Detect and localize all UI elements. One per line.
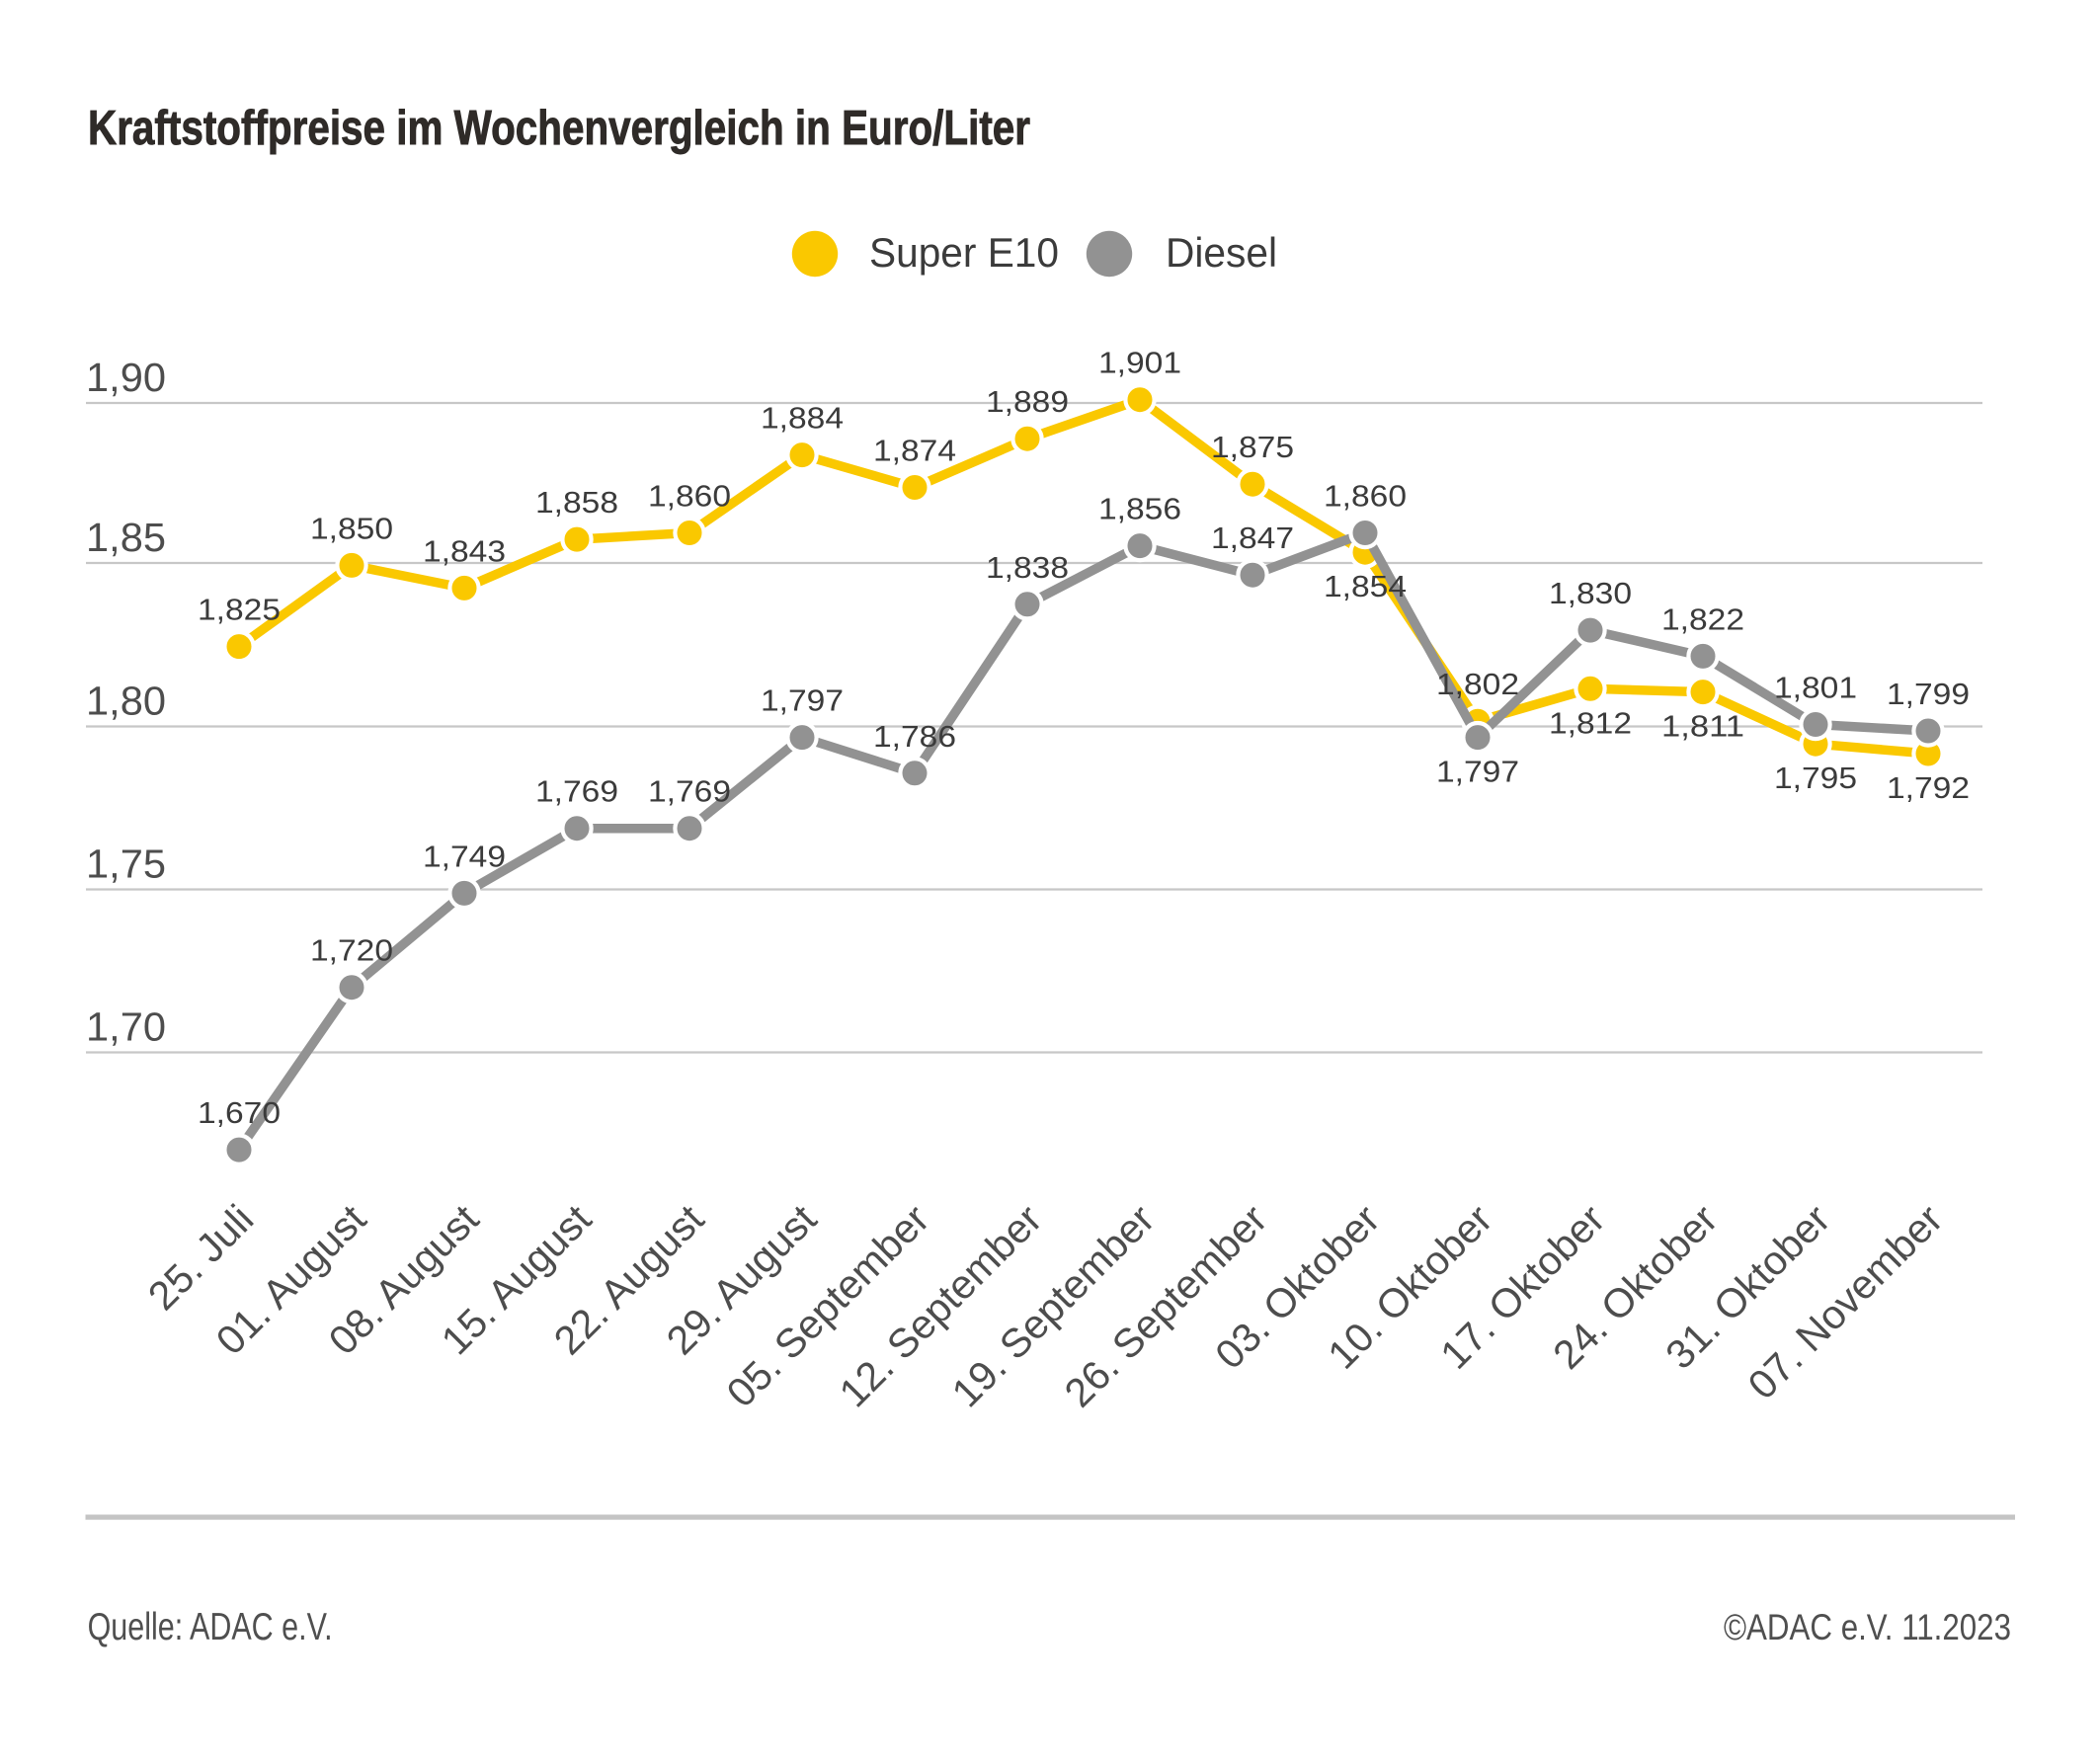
svg-text:1,70: 1,70 [86, 1004, 166, 1050]
svg-text:1,830: 1,830 [1549, 576, 1632, 610]
svg-text:1,802: 1,802 [1436, 667, 1519, 701]
svg-text:1,850: 1,850 [310, 511, 393, 545]
svg-text:1,670: 1,670 [198, 1095, 281, 1130]
svg-text:1,854: 1,854 [1324, 569, 1407, 603]
svg-text:1,838: 1,838 [986, 550, 1069, 585]
svg-text:Super E10: Super E10 [869, 229, 1059, 276]
svg-text:1,856: 1,856 [1098, 492, 1181, 526]
svg-text:1,884: 1,884 [761, 401, 844, 436]
svg-text:Diesel: Diesel [1166, 229, 1277, 276]
svg-text:1,812: 1,812 [1549, 705, 1632, 740]
svg-text:1,795: 1,795 [1774, 761, 1857, 795]
svg-text:1,858: 1,858 [535, 485, 618, 520]
svg-text:1,847: 1,847 [1211, 521, 1294, 555]
svg-text:1,860: 1,860 [1324, 479, 1407, 514]
svg-text:1,769: 1,769 [535, 774, 618, 809]
svg-text:1,90: 1,90 [86, 355, 166, 400]
svg-text:Kraftstoffpreise im Wochenverg: Kraftstoffpreise im Wochenvergleich in E… [88, 102, 1030, 155]
svg-text:Quelle: ADAC e.V.: Quelle: ADAC e.V. [88, 1606, 333, 1648]
svg-text:1,786: 1,786 [873, 719, 956, 754]
svg-text:1,874: 1,874 [873, 434, 956, 468]
svg-text:1,875: 1,875 [1211, 430, 1294, 464]
svg-text:1,792: 1,792 [1887, 770, 1970, 805]
svg-text:1,860: 1,860 [648, 479, 731, 514]
svg-text:1,80: 1,80 [86, 679, 166, 724]
svg-text:1,811: 1,811 [1661, 709, 1744, 744]
svg-text:1,889: 1,889 [986, 384, 1069, 419]
svg-text:1,85: 1,85 [86, 515, 166, 560]
svg-text:1,749: 1,749 [423, 839, 506, 873]
svg-text:1,825: 1,825 [198, 593, 281, 627]
svg-text:1,75: 1,75 [86, 842, 166, 887]
svg-text:1,901: 1,901 [1098, 346, 1181, 380]
svg-text:1,797: 1,797 [761, 683, 844, 718]
svg-text:©ADAC e.V. 11.2023: ©ADAC e.V. 11.2023 [1724, 1607, 2011, 1647]
svg-text:1,822: 1,822 [1661, 601, 1744, 636]
svg-text:1,797: 1,797 [1436, 755, 1519, 789]
svg-text:1,843: 1,843 [423, 533, 506, 568]
svg-text:1,720: 1,720 [310, 933, 393, 968]
svg-text:1,801: 1,801 [1774, 671, 1857, 705]
svg-text:1,799: 1,799 [1887, 677, 1970, 711]
svg-text:1,769: 1,769 [648, 774, 731, 809]
